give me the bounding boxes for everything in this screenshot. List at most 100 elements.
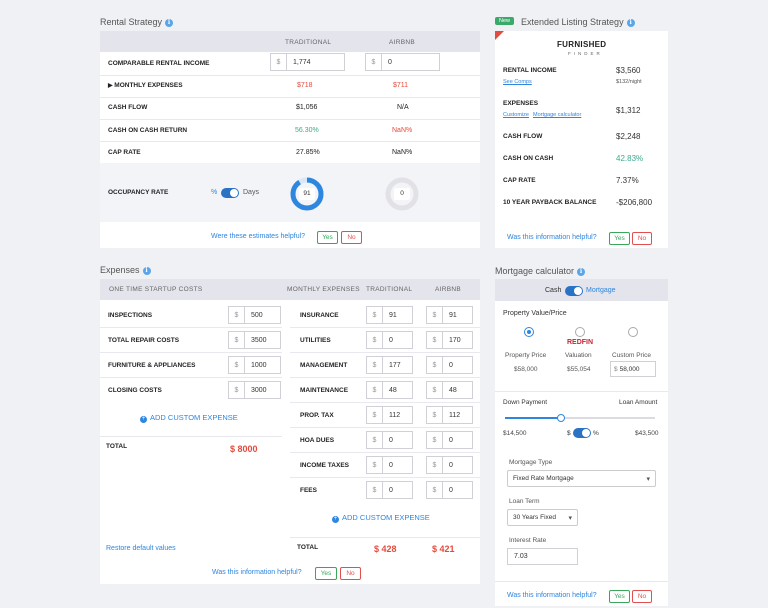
monthly-value: 0: [449, 361, 453, 369]
custom-price-input[interactable]: $58,000: [610, 361, 656, 377]
traditional-income-value: 1,774: [293, 58, 311, 66]
startup-value: 3000: [251, 386, 267, 394]
monthly-value: 48: [389, 386, 397, 394]
cash-mortgage-toggle[interactable]: [565, 286, 583, 296]
expenses-traditional: $718: [297, 82, 313, 89]
monthly-airbnb-input[interactable]: $170: [426, 331, 473, 349]
property-price-label: Property Price: [505, 352, 547, 359]
cashflow-traditional: $1,056: [296, 104, 318, 111]
expenses-title: Expenses i: [100, 265, 151, 275]
monthly-traditional-input[interactable]: $0: [366, 456, 413, 474]
interest-rate-input[interactable]: 7.03: [507, 548, 578, 565]
monthly-traditional-input[interactable]: $91: [366, 306, 413, 324]
ext-feedback-yes-button[interactable]: Yes: [609, 232, 630, 245]
monthly-airbnb-input[interactable]: $48: [426, 381, 473, 399]
info-icon[interactable]: i: [165, 18, 174, 27]
monthly-expense-label: INSURANCE: [300, 312, 339, 319]
add-startup-expense-button[interactable]: + ADD CUSTOM EXPENSE: [140, 413, 238, 423]
customize-link[interactable]: Customize: [503, 112, 529, 118]
monthly-airbnb-input[interactable]: $0: [426, 431, 473, 449]
restore-defaults-link[interactable]: Restore default values: [106, 545, 176, 552]
info-icon[interactable]: i: [626, 18, 635, 27]
coc-traditional: 56.30%: [295, 127, 319, 134]
ext-cap-label: CAP RATE: [503, 177, 536, 184]
airbnb-income-input[interactable]: $0: [365, 53, 440, 71]
see-comps-link[interactable]: See Comps: [503, 79, 532, 85]
valuation-label: Valuation: [565, 352, 592, 359]
slider-handle[interactable]: [557, 414, 566, 422]
currency-symbol: $: [427, 432, 443, 448]
monthly-value: 0: [389, 436, 393, 444]
monthly-expense-label: HOA DUES: [300, 437, 335, 444]
monthly-expenses-toggle[interactable]: ▶ MONTHLY EXPENSES: [108, 82, 183, 89]
monthly-total-traditional: $ 428: [374, 544, 397, 554]
expenses-header: [100, 279, 480, 300]
occupancy-days-label: Days: [243, 189, 259, 196]
down-payment-label: Down Payment: [503, 399, 548, 406]
expenses-card: ONE TIME STARTUP COSTS MONTHLY EXPENSES …: [100, 279, 480, 584]
currency-symbol: $: [427, 457, 443, 473]
expenses-feedback-no-button[interactable]: No: [340, 567, 361, 580]
info-icon[interactable]: i: [142, 266, 151, 275]
startup-input[interactable]: $500: [228, 306, 281, 324]
mortgage-type-select[interactable]: Fixed Rate Mortgage: [507, 470, 656, 487]
ext-feedback-no-button[interactable]: No: [632, 232, 652, 245]
info-icon[interactable]: i: [577, 267, 586, 276]
custom-price-value: 58,000: [619, 365, 640, 373]
monthly-total-airbnb: $ 421: [432, 544, 455, 554]
monthly-airbnb-input[interactable]: $0: [426, 456, 473, 474]
startup-input[interactable]: $3000: [228, 381, 281, 399]
feedback-yes-button[interactable]: Yes: [317, 231, 338, 244]
monthly-airbnb-input[interactable]: $0: [426, 356, 473, 374]
feedback-no-button[interactable]: No: [341, 231, 362, 244]
extended-title: Extended Listing Strategy i: [521, 17, 635, 27]
mortgage-feedback-no-button[interactable]: No: [632, 590, 652, 603]
mortgage-calc-link[interactable]: Mortgage calculator: [533, 112, 582, 118]
startup-value: 3500: [251, 336, 267, 344]
feedback-question: Were these estimates helpful?: [211, 233, 306, 240]
traditional-income-input[interactable]: $1,774: [270, 53, 345, 71]
ext-payback-value: -$206,800: [616, 198, 653, 207]
monthly-traditional-input[interactable]: $48: [366, 381, 413, 399]
add-monthly-expense-button[interactable]: + ADD CUSTOM EXPENSE: [332, 513, 430, 523]
monthly-traditional-input[interactable]: $0: [366, 431, 413, 449]
corner-ribbon: [495, 31, 504, 40]
custom-price-radio[interactable]: [628, 327, 638, 337]
valuation-radio[interactable]: [575, 327, 585, 337]
monthly-airbnb-input[interactable]: $112: [426, 406, 473, 424]
monthly-value: 91: [449, 311, 457, 319]
expenses-feedback-yes-button[interactable]: Yes: [315, 567, 337, 580]
occupancy-airbnb-gauge[interactable]: [385, 177, 419, 211]
monthly-traditional-input[interactable]: $0: [366, 331, 413, 349]
loan-term-select[interactable]: 30 Years Fixed: [507, 509, 578, 526]
monthly-airbnb-input[interactable]: $0: [426, 481, 473, 499]
loan-amount-label: Loan Amount: [619, 399, 658, 406]
monthly-traditional-input[interactable]: $177: [366, 356, 413, 374]
dollar-percent-toggle[interactable]: [573, 428, 591, 438]
monthly-traditional-input[interactable]: $112: [366, 406, 413, 424]
cap-airbnb: NaN%: [392, 149, 413, 156]
mortgage-feedback-yes-button[interactable]: Yes: [609, 590, 630, 603]
occupancy-traditional-gauge[interactable]: [290, 177, 324, 211]
occupancy-traditional-value: 91: [303, 190, 311, 197]
property-price-radio[interactable]: [524, 327, 534, 337]
startup-input[interactable]: $1000: [228, 356, 281, 374]
startup-input[interactable]: $3500: [228, 331, 281, 349]
mortgage-type-label: Mortgage Type: [509, 459, 553, 466]
monthly-airbnb-input[interactable]: $91: [426, 306, 473, 324]
loan-term-value: 30 Years Fixed: [513, 514, 557, 521]
ext-nightly: $132/night: [616, 79, 642, 85]
monthly-value: 0: [449, 461, 453, 469]
col-traditional: TRADITIONAL: [366, 286, 413, 293]
cap-traditional: 27.85%: [296, 149, 320, 156]
monthly-value: 112: [389, 411, 401, 419]
currency-symbol: $: [367, 357, 383, 373]
currency-symbol: $: [229, 332, 245, 348]
monthly-header: MONTHLY EXPENSES: [287, 286, 360, 293]
property-value-label: Property Value/Price: [503, 310, 567, 317]
down-payment-slider[interactable]: [505, 414, 655, 422]
occupancy-unit-toggle[interactable]: [221, 188, 239, 198]
monthly-traditional-input[interactable]: $0: [366, 481, 413, 499]
add-monthly-label: ADD CUSTOM EXPENSE: [342, 513, 430, 522]
ext-cashflow-value: $2,248: [616, 132, 641, 141]
